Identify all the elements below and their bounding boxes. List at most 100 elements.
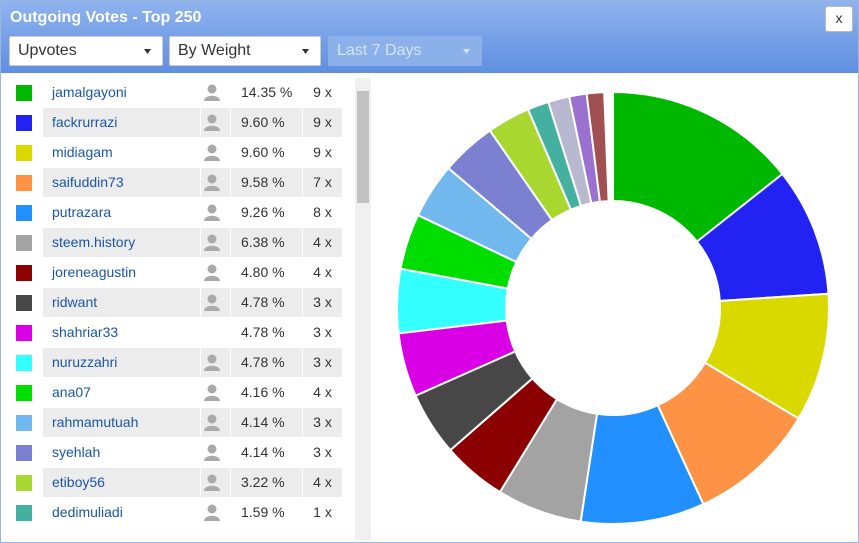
profile-icon-cell [201,468,230,497]
table-row: saifuddin73 9.58 % 7 x [1,168,342,198]
scroll-thumb[interactable] [357,91,369,203]
account-name[interactable]: etiboy56 [43,468,200,497]
account-name[interactable]: steem.history [43,228,200,257]
vote-count: 3 x [303,348,342,377]
vote-count: 4 x [303,228,342,257]
header: Outgoing Votes - Top 250 x Upvotes By We… [1,1,858,73]
table-row: steem.history 6.38 % 4 x [1,228,342,258]
vote-percent: 9.58 % [231,168,302,197]
account-name[interactable]: joreneagustin [43,258,200,287]
account-name[interactable]: fackrurrazi [43,108,200,137]
dropdown-text: Last 7 Days [337,42,422,59]
profile-icon [204,414,220,431]
profile-icon-cell [201,348,230,377]
vote-count: 7 x [303,168,342,197]
table-row: shahriar33 4.78 % 3 x [1,318,342,348]
vote-count: 1 x [303,498,342,527]
table-row: ridwant 4.78 % 3 x [1,288,342,318]
table-row: syehlah 4.14 % 3 x [1,438,342,468]
profile-icon-cell [201,378,230,407]
dropdown-text: By Weight [178,42,251,59]
vote-count: 8 x [303,198,342,227]
vote-percent: 3.22 % [231,468,302,497]
vote-count: 3 x [303,318,342,347]
table-row: fackrurrazi 9.60 % 9 x [1,108,342,138]
profile-icon [204,84,220,101]
sort-dropdown[interactable]: By Weight [169,36,321,66]
vote-percent: 4.16 % [231,378,302,407]
color-swatch [16,205,32,221]
vote-percent: 6.38 % [231,228,302,257]
vote-percent: 9.60 % [231,138,302,167]
color-swatch [16,445,32,461]
profile-icon [204,504,220,521]
profile-icon-cell [201,498,230,527]
profile-icon [204,234,220,251]
vote-table: jamalgayoni 14.35 % 9 x fackrurrazi 9.60 % 9 … [1,78,342,540]
vote-percent: 4.78 % [231,288,302,317]
period-dropdown: Last 7 Days [328,36,482,66]
table-row: dedimuliadi 1.59 % 1 x [1,498,342,528]
vote-percent: 4.14 % [231,408,302,437]
profile-icon [204,264,220,281]
profile-icon-cell [201,228,230,257]
profile-icon [204,294,220,311]
profile-icon-cell [201,408,230,437]
profile-icon-cell [201,318,230,347]
profile-icon [204,144,220,161]
profile-icon [204,204,220,221]
table-row: ana07 4.16 % 4 x [1,378,342,408]
color-swatch [16,235,32,251]
vote-count: 9 x [303,78,342,107]
account-name[interactable]: putrazara [43,198,200,227]
table-row: midiagam 9.60 % 9 x [1,138,342,168]
account-name[interactable]: shahriar33 [43,318,200,347]
vote-count: 3 x [303,438,342,467]
profile-icon-cell [201,108,230,137]
donut-slice [585,91,610,203]
vote-percent: 4.14 % [231,438,302,467]
table-row: rahmamutuah 4.14 % 3 x [1,408,342,438]
account-name[interactable]: dedimuliadi [43,498,200,527]
color-swatch [16,115,32,131]
vote-percent: 9.26 % [231,198,302,227]
vote-count: 3 x [303,288,342,317]
account-name[interactable]: rahmamutuah [43,408,200,437]
color-swatch [16,265,32,281]
account-name[interactable]: syehlah [43,438,200,467]
dropdown-text: Upvotes [18,42,77,59]
vote-count: 4 x [303,258,342,287]
type-dropdown[interactable]: Upvotes [9,36,163,66]
table-row: etiboy56 3.22 % 4 x [1,468,342,498]
account-name[interactable]: midiagam [43,138,200,167]
profile-icon [204,444,220,461]
vote-count: 4 x [303,378,342,407]
account-name[interactable]: jamalgayoni [43,78,200,107]
vote-count: 4 x [303,468,342,497]
close-button[interactable]: x [825,6,853,32]
profile-icon-cell [201,78,230,107]
color-swatch [16,475,32,491]
account-name[interactable]: saifuddin73 [43,168,200,197]
account-name[interactable]: nuruzzahri [43,348,200,377]
color-swatch [16,505,32,521]
profile-icon-cell [201,138,230,167]
profile-icon-cell [201,258,230,287]
vote-count: 9 x [303,138,342,167]
color-swatch [16,175,32,191]
color-swatch [16,145,32,161]
scrollbar[interactable] [355,78,371,540]
table-row: jamalgayoni 14.35 % 9 x [1,78,342,108]
vote-percent: 4.80 % [231,258,302,287]
account-name[interactable]: ana07 [43,378,200,407]
color-swatch [16,295,32,311]
color-swatch [16,415,32,431]
profile-icon [204,384,220,401]
color-swatch [16,355,32,371]
account-name[interactable]: ridwant [43,288,200,317]
table-row: nuruzzahri 4.78 % 3 x [1,348,342,378]
vote-count: 3 x [303,408,342,437]
vote-percent: 14.35 % [231,78,302,107]
color-swatch [16,325,32,341]
vote-count: 9 x [303,108,342,137]
